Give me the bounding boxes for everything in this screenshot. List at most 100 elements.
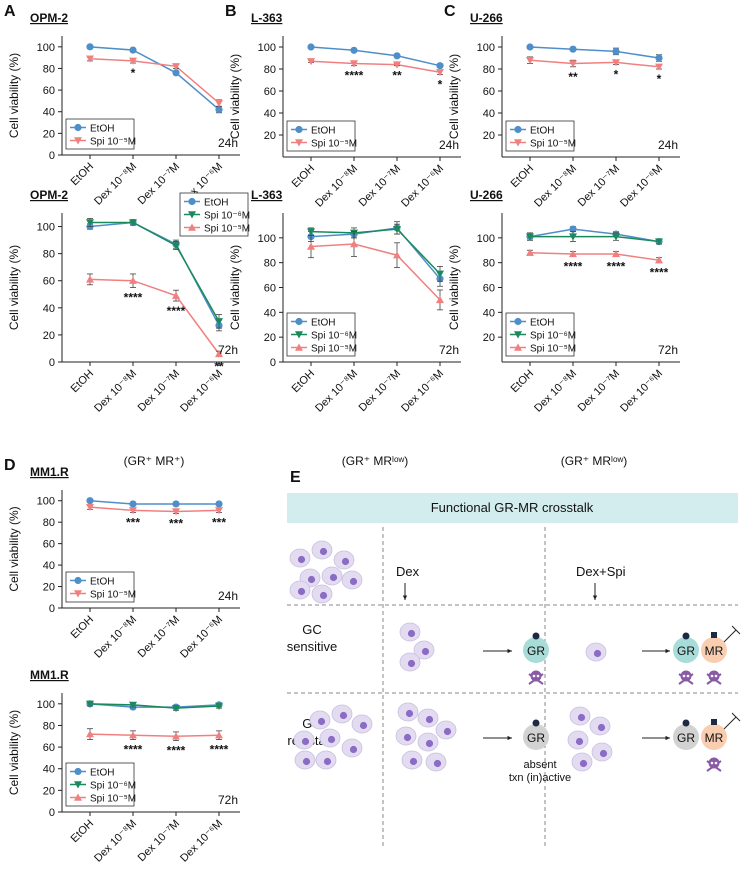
y-tick-label: 60 — [483, 283, 495, 295]
series-line — [530, 235, 660, 243]
gr-receptor — [523, 724, 549, 750]
gr-label: GR — [677, 731, 695, 745]
nucleus — [359, 721, 368, 730]
marker — [526, 43, 534, 51]
panel-letter: A — [4, 3, 16, 20]
series-line — [529, 59, 660, 68]
significance-label: **** — [564, 259, 583, 273]
time-label: 72h — [439, 343, 459, 357]
ligand — [682, 719, 690, 727]
nucleus — [329, 573, 338, 582]
skull-eye — [710, 674, 714, 678]
skull-eye — [536, 674, 540, 678]
significance-label: ** — [568, 70, 578, 84]
y-tick-label: 100 — [37, 699, 55, 711]
marker — [74, 767, 82, 776]
y-tick-label: 80 — [43, 720, 55, 732]
x-tick-label: EtOH — [69, 818, 97, 846]
gr-label: GR — [527, 731, 545, 745]
header-band — [287, 493, 738, 523]
significance-label: **** — [210, 743, 229, 757]
marker — [172, 732, 180, 740]
y-tick-label: 20 — [43, 582, 55, 594]
y-tick-label: 100 — [258, 42, 276, 54]
nucleus — [301, 737, 310, 746]
nucleus — [425, 715, 434, 724]
legend-label: Spi 10⁻⁶M — [311, 331, 357, 342]
y-tick-label: 20 — [483, 332, 495, 344]
chart-title: OPM-2 — [30, 188, 68, 202]
skull-eye — [686, 674, 690, 678]
gr-label: GR — [527, 644, 545, 658]
nucleus — [421, 647, 430, 656]
marker — [514, 331, 522, 339]
mr-label: MR — [705, 731, 724, 745]
panel-letter: D — [4, 457, 16, 474]
y-tick-label: 0 — [270, 357, 276, 369]
x-tick-label: Dex 10⁻⁷M — [576, 368, 623, 415]
x-axis-label: (GR⁺ MRˡᵒʷ) — [342, 454, 409, 468]
marker — [295, 317, 303, 326]
marker — [350, 60, 358, 68]
nucleus — [297, 555, 306, 564]
legend-label: EtOH — [311, 126, 335, 137]
y-tick-label: 100 — [37, 222, 55, 234]
mr-receptor — [701, 637, 727, 663]
marker — [655, 63, 663, 71]
legend-label: Spi 10⁻⁶M — [204, 211, 250, 222]
nucleus — [319, 591, 328, 600]
marker — [172, 63, 180, 71]
antagonist — [711, 632, 717, 638]
significance-label: **** — [167, 304, 186, 318]
y-tick-label: 40 — [483, 307, 495, 319]
y-tick-label: 80 — [483, 258, 495, 270]
y-tick-label: 0 — [49, 807, 55, 819]
marker — [655, 54, 663, 62]
series-line — [89, 506, 220, 513]
x-tick-label: Dex 10⁻⁸M — [313, 368, 360, 415]
series-line — [89, 57, 220, 104]
time-label: 72h — [218, 343, 238, 357]
series-line — [310, 243, 441, 301]
y-tick-label: 60 — [43, 742, 55, 754]
x-tick-label: Dex 10⁻⁶M — [618, 163, 665, 210]
marker — [612, 47, 620, 56]
marker — [129, 46, 137, 54]
time-label: 72h — [658, 343, 678, 357]
legend-label: Spi 10⁻⁵M — [311, 344, 357, 355]
nucleus — [323, 757, 332, 766]
legend-label: Spi 10⁻⁵M — [311, 139, 357, 150]
y-tick-label: 20 — [483, 130, 495, 142]
x-tick-label: Dex 10⁻⁸M — [532, 163, 579, 210]
y-tick-label: 40 — [43, 303, 55, 315]
nucleus — [341, 557, 350, 566]
y-axis-label: Cell viability (%) — [7, 506, 21, 591]
y-tick-label: 0 — [49, 603, 55, 615]
x-tick-label: EtOH — [509, 163, 537, 191]
nucleus — [433, 759, 442, 768]
marker — [86, 219, 94, 227]
chart-title: L-363 — [251, 188, 283, 202]
nucleus — [405, 709, 414, 718]
series-line — [529, 228, 660, 243]
nucleus — [593, 649, 602, 658]
arrow-head — [402, 595, 408, 600]
marker — [86, 43, 94, 51]
skull — [680, 670, 692, 682]
marker — [215, 731, 223, 739]
y-tick-label: 60 — [43, 276, 55, 288]
gr-receptor — [673, 724, 699, 750]
legend-label: Spi 10⁻⁵M — [90, 137, 136, 148]
y-tick-label: 60 — [264, 283, 276, 295]
chart-title: U-266 — [470, 11, 503, 25]
chart-title: U-266 — [470, 188, 503, 202]
nucleus — [599, 749, 608, 758]
note: absent — [523, 759, 556, 771]
marker — [188, 211, 196, 219]
x-tick-label: EtOH — [69, 614, 97, 642]
skull-eye — [682, 674, 686, 678]
marker — [514, 125, 522, 134]
marker — [172, 291, 180, 299]
marker — [86, 503, 94, 512]
marker — [172, 704, 180, 713]
